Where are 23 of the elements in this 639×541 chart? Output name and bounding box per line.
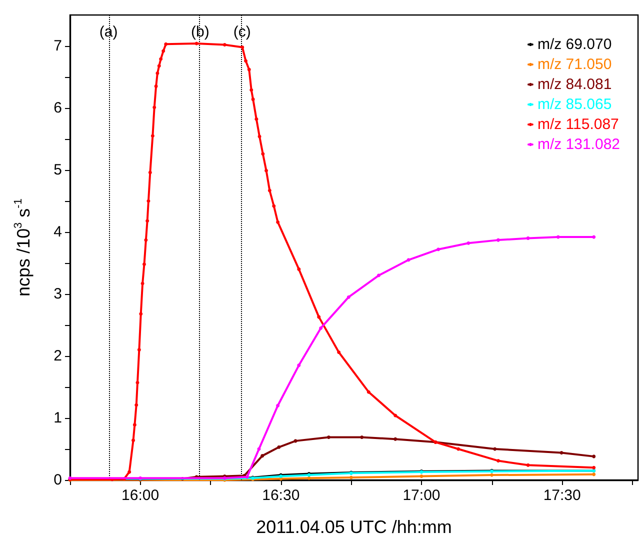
legend-label: m/z 84.081	[537, 76, 612, 93]
ref-line-label: (c)	[233, 24, 251, 40]
y-tick-label: 2	[54, 348, 62, 364]
x-tick-label: 17:30	[543, 487, 581, 504]
y-tick-label: 3	[54, 286, 62, 302]
ref-line-label: (a)	[99, 24, 118, 40]
legend-label: m/z 71.050	[537, 56, 612, 73]
x-axis-title: 2011.04.05 UTC /hh:mm	[256, 517, 452, 537]
y-axis-title: ncps /103 s-1	[12, 198, 34, 296]
y-tick-label: 1	[54, 410, 62, 426]
legend-label: m/z 131.082	[537, 136, 620, 153]
legend-label: m/z 85.065	[537, 96, 612, 113]
ref-line-label: (b)	[191, 24, 210, 40]
x-tick-label: 16:30	[262, 487, 300, 504]
y-tick-label: 4	[54, 224, 62, 240]
x-tick-label: 16:00	[122, 487, 160, 504]
y-tick-label: 5	[54, 162, 62, 178]
x-tick-label: 17:00	[402, 487, 440, 504]
legend-label: m/z 69.070	[537, 36, 612, 53]
legend-label: m/z 115.087	[537, 116, 619, 133]
y-tick-label: 0	[54, 472, 62, 488]
y-tick-label: 7	[54, 38, 62, 54]
y-tick-label: 6	[54, 100, 62, 116]
